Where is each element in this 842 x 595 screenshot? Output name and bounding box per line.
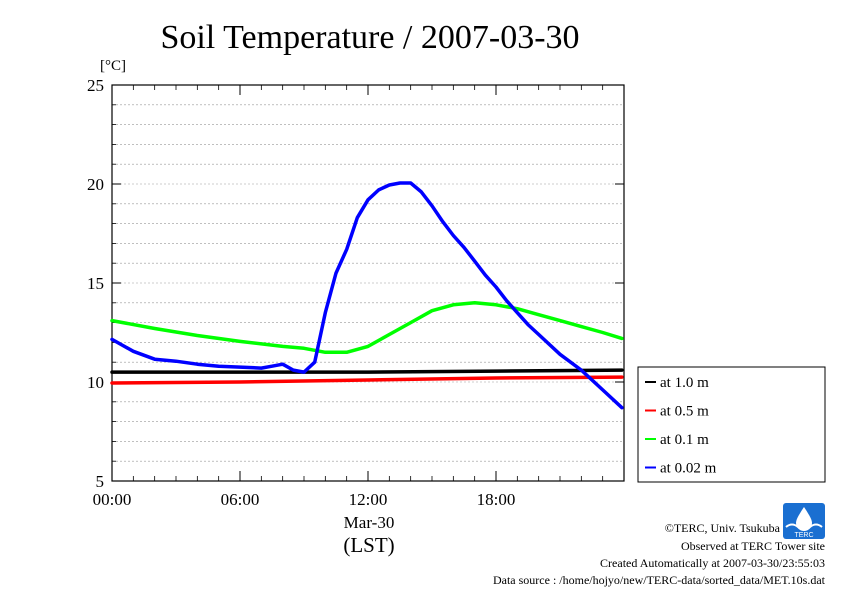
legend-label-1: at 0.5 m: [660, 404, 709, 420]
chart-title: Soil Temperature / 2007-03-30: [160, 19, 579, 56]
x-tick-label: 00:00: [93, 490, 132, 509]
series-line-2: [110, 301, 624, 355]
created-text: Created Automatically at 2007-03-30/23:5…: [600, 556, 825, 570]
grid: [112, 104, 624, 462]
y-tick-label: 20: [87, 175, 104, 194]
source-text: Data source : /home/hojyo/new/TERC-data/…: [493, 573, 826, 587]
series-lines: [110, 181, 624, 410]
terc-logo: TERC: [783, 503, 825, 539]
legend-label-3: at 0.02 m: [660, 461, 717, 477]
x-axis-date-label: Mar-30: [344, 513, 395, 532]
x-axis-label: (LST): [343, 533, 394, 557]
y-tick-label: 5: [96, 472, 105, 491]
x-tick-label: 18:00: [477, 490, 516, 509]
legend: at 1.0 m at 0.5 m at 0.1 m at 0.02 m: [637, 366, 826, 483]
series-line-0: [110, 368, 624, 374]
terc-logo-drop-icon: [796, 507, 812, 531]
y-tick-label: 25: [87, 76, 104, 95]
x-tick-label: 12:00: [349, 490, 388, 509]
y-tick-label: 15: [87, 274, 104, 293]
observed-text: Observed at TERC Tower site: [681, 539, 825, 553]
series-line-3: [110, 181, 624, 410]
legend-label-0: at 1.0 m: [660, 375, 709, 391]
legend-box: [637, 366, 826, 483]
terc-logo-text: TERC: [794, 532, 813, 539]
axis-ticks: 5 10 15 20 25 00:00 06:00 12:00 18:00: [87, 76, 624, 509]
y-axis-unit: [°C]: [100, 58, 126, 74]
y-tick-label: 10: [87, 373, 104, 392]
series-line-1: [110, 375, 624, 385]
terc-logo-wave-icon: [785, 523, 823, 531]
copyright-text: ©TERC, Univ. Tsukuba: [665, 521, 781, 535]
x-tick-label: 06:00: [221, 490, 260, 509]
legend-label-2: at 0.1 m: [660, 432, 709, 448]
